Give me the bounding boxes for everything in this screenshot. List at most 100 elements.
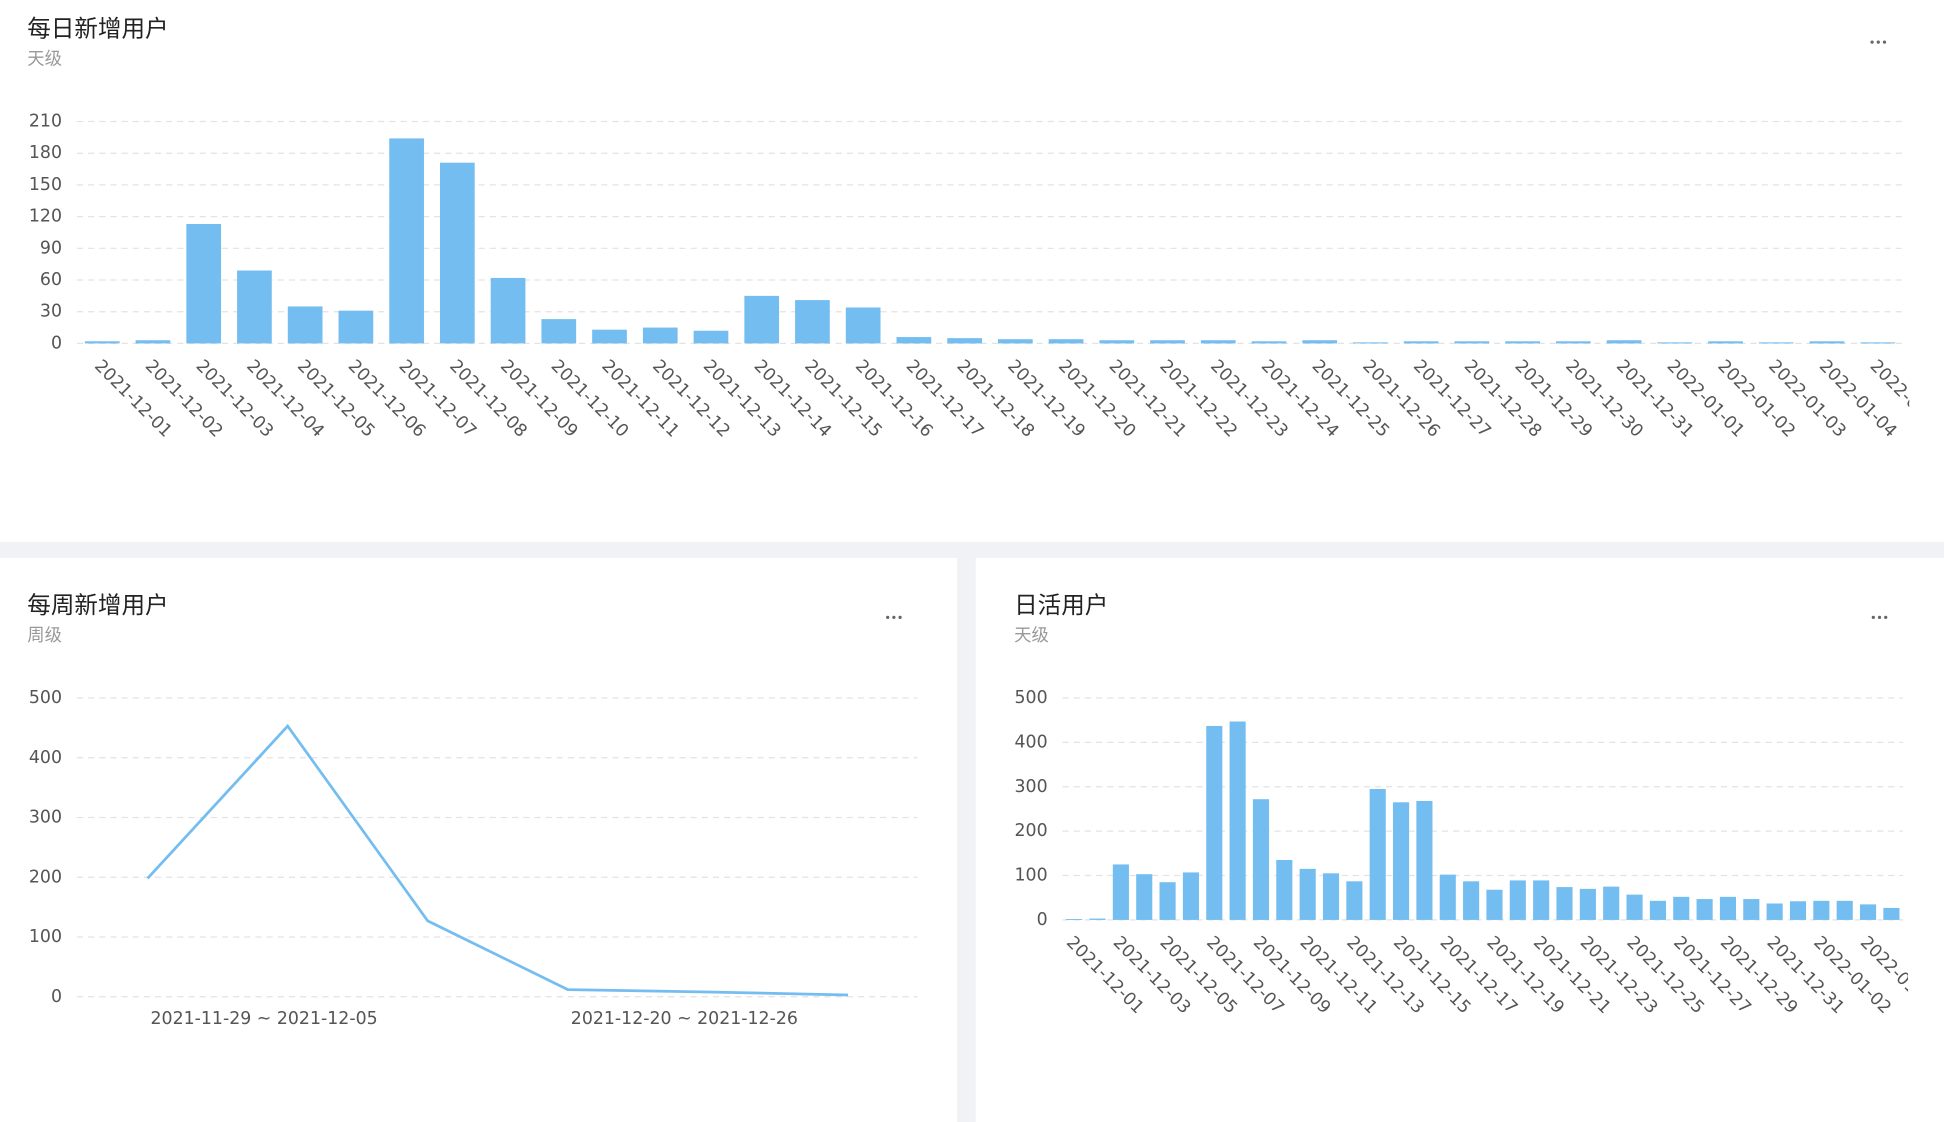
bar — [1369, 788, 1386, 920]
bar — [1099, 340, 1135, 344]
bar — [896, 337, 932, 344]
bar — [1657, 342, 1693, 344]
bar — [795, 300, 830, 344]
bar — [1579, 888, 1596, 920]
y-tick-label: 120 — [29, 207, 62, 227]
bar — [1743, 899, 1760, 920]
bar — [1048, 339, 1084, 344]
bar — [1252, 799, 1270, 920]
bar — [1322, 873, 1340, 920]
bar — [1719, 896, 1737, 920]
bar — [1509, 880, 1526, 920]
y-tick-label: 500 — [29, 688, 62, 708]
bar — [1416, 800, 1433, 920]
chart-title: 日活用户 — [1014, 591, 1108, 619]
bar — [1393, 802, 1410, 920]
bar — [1883, 907, 1900, 920]
bar — [1150, 340, 1185, 344]
bar — [1606, 340, 1642, 344]
bar — [1159, 882, 1176, 920]
bar — [1229, 721, 1246, 920]
bar — [389, 138, 424, 344]
y-tick-label: 400 — [1015, 732, 1048, 752]
bar — [1555, 341, 1591, 344]
bar — [1182, 872, 1199, 920]
bar — [1463, 881, 1480, 920]
bar — [1302, 340, 1338, 344]
y-tick-label: 300 — [29, 808, 62, 828]
bar — [1813, 900, 1830, 920]
bar — [1276, 859, 1293, 920]
bar — [135, 340, 171, 344]
x-tick-label: 2021-11-29 ~ 2021-12-05 — [151, 1009, 378, 1029]
bar — [1696, 899, 1713, 920]
bar — [1836, 900, 1853, 920]
chart-title: 每日新增用户 — [27, 14, 168, 42]
bar — [1206, 725, 1223, 920]
panel — [975, 557, 1944, 1122]
bar — [1758, 342, 1794, 344]
chart-subtitle: 天级 — [27, 50, 62, 70]
bar — [592, 329, 627, 344]
y-tick-label: 0 — [1037, 910, 1048, 930]
more-menu[interactable] — [1871, 615, 1888, 620]
bar — [186, 224, 222, 344]
bar — [237, 270, 272, 344]
panel — [0, 557, 958, 1122]
y-tick-label: 100 — [29, 927, 62, 947]
bar — [1251, 341, 1287, 344]
bar — [997, 339, 1033, 344]
panel — [0, 0, 1944, 542]
more-menu[interactable] — [886, 615, 902, 620]
chart-subtitle: 天级 — [1014, 626, 1049, 646]
y-tick-label: 90 — [40, 238, 62, 258]
bar — [439, 162, 475, 344]
bar — [1708, 341, 1743, 344]
bar — [744, 295, 780, 344]
bar — [845, 307, 881, 344]
bar — [84, 341, 120, 344]
x-tick-label: 2021-12-20 ~ 2021-12-26 — [571, 1009, 798, 1029]
bar — [1346, 881, 1363, 920]
y-tick-label: 180 — [29, 143, 62, 163]
bar — [1066, 919, 1083, 920]
bar — [1353, 342, 1388, 344]
bar — [1454, 341, 1490, 344]
y-tick-label: 400 — [29, 748, 62, 768]
y-tick-label: 150 — [29, 175, 62, 195]
y-tick-label: 0 — [51, 333, 62, 353]
bar — [1673, 896, 1690, 920]
bar — [1439, 874, 1456, 920]
bar — [541, 319, 577, 344]
bar — [1766, 903, 1783, 920]
chart-title: 每周新增用户 — [27, 591, 168, 619]
bar — [1626, 894, 1643, 920]
y-tick-label: 60 — [40, 270, 62, 290]
bar — [490, 277, 526, 344]
bar — [1809, 341, 1845, 344]
bar — [947, 338, 982, 344]
bar — [287, 306, 323, 344]
bar — [1112, 864, 1129, 920]
bar — [1860, 342, 1896, 344]
bar — [338, 310, 374, 344]
y-tick-label: 500 — [1015, 688, 1048, 708]
bar — [1505, 341, 1540, 344]
chart-subtitle: 周级 — [27, 626, 62, 646]
bar — [1089, 918, 1106, 920]
bar — [693, 330, 729, 344]
bar — [1403, 341, 1439, 344]
y-tick-label: 200 — [29, 867, 62, 887]
y-tick-label: 300 — [1015, 777, 1048, 797]
y-tick-label: 210 — [29, 111, 62, 131]
bar — [1136, 874, 1153, 920]
bar — [642, 327, 678, 344]
y-tick-label: 200 — [1015, 821, 1048, 841]
bar — [1789, 901, 1807, 920]
bar — [1556, 887, 1573, 920]
bar — [1533, 880, 1550, 920]
more-menu[interactable] — [1870, 40, 1887, 44]
bar — [1603, 886, 1620, 920]
